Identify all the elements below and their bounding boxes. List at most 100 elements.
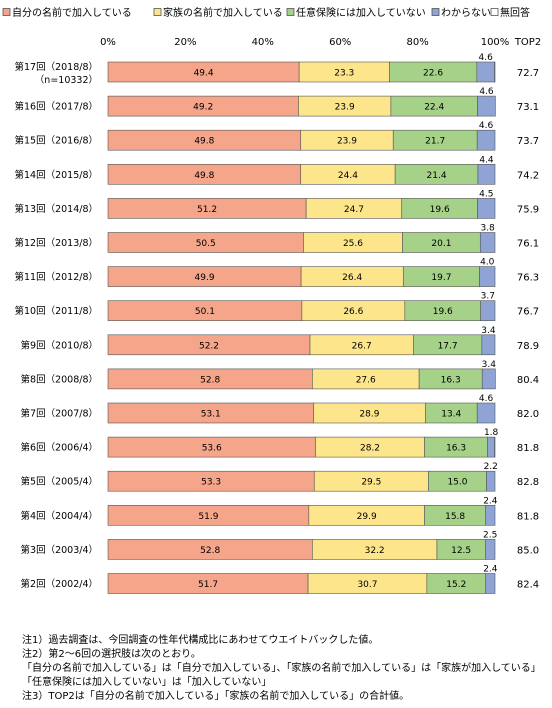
data-label: 25.6 <box>343 239 363 249</box>
x-tick-label-2: 40% <box>252 37 274 48</box>
top2-value: 72.7 <box>517 68 539 79</box>
data-label: 21.7 <box>425 137 445 147</box>
bar-segment <box>485 539 496 560</box>
top2-value: 82.0 <box>517 409 539 420</box>
data-label: 30.7 <box>357 580 377 590</box>
bar-segment <box>481 334 496 356</box>
top2-value: 73.1 <box>517 102 539 113</box>
category-label: 第8回（2008/8） <box>21 373 98 385</box>
data-label: 24.4 <box>338 171 358 181</box>
x-axis: 0% 20% 40% 60% 80% 100% TOP2 <box>100 37 541 48</box>
top2-value: 75.9 <box>517 204 539 215</box>
data-label: 2.2 <box>484 462 498 472</box>
data-label: 17.7 <box>438 341 458 351</box>
data-label: 26.4 <box>342 273 362 283</box>
data-label: 51.2 <box>197 205 217 215</box>
category-label: 第10回（2011/8） <box>14 305 98 317</box>
bar-segment <box>477 198 496 219</box>
data-label: 52.8 <box>200 375 220 385</box>
bars: 49.4 23.3 22.6 4.6 49.2 23.9 22.4 4.6 49.8 23.9 21… <box>107 53 499 594</box>
top2-value: 73.7 <box>517 136 539 147</box>
legend-swatch-1 <box>153 8 162 16</box>
data-label: 26.6 <box>343 307 363 317</box>
bar-segment <box>485 573 496 594</box>
data-label: 3.7 <box>481 292 495 302</box>
data-label: 2.4 <box>483 565 498 575</box>
top2-value: 85.0 <box>517 545 539 556</box>
top2-column: 72.7 73.1 73.7 74.2 75.9 76.1 76.3 76.7 78.9 80.4… <box>517 68 539 591</box>
data-label: 15.8 <box>445 512 465 522</box>
category-label: 第5回（2005/4） <box>21 476 98 488</box>
data-label: 22.4 <box>424 103 444 113</box>
data-label: 49.8 <box>194 137 214 147</box>
bar-segment <box>479 232 496 253</box>
data-label: 21.4 <box>427 171 447 181</box>
data-label: 3.8 <box>480 224 495 234</box>
bar-segment <box>476 402 496 424</box>
bar-segment <box>476 129 496 151</box>
category-label: 第2回（2002/4） <box>21 578 98 590</box>
data-label: 4.6 <box>479 394 494 404</box>
data-label: 53.1 <box>201 410 221 420</box>
legend-label-1: 家族の名前で加入している <box>163 6 283 19</box>
category-label: 第14回（2015/8） <box>14 169 98 181</box>
data-label: 53.3 <box>201 478 221 488</box>
note-4: 「任意保険には加入していない」は「加入していない」 <box>22 677 272 688</box>
bar-segment <box>477 95 496 117</box>
top2-value: 81.8 <box>517 443 539 454</box>
x-tick-label-0: 0% <box>100 37 116 48</box>
data-label: 3.4 <box>481 326 496 336</box>
category-label: 第3回（2003/4） <box>21 544 98 556</box>
top2-value: 74.2 <box>517 170 539 181</box>
note-5: 注3）TOP2は「自分の名前で加入している」「家族の名前で加入している」の合計値… <box>22 691 410 702</box>
top2-value: 78.9 <box>517 341 539 352</box>
stacked-bar-chart: 自分の名前で加入している 家族の名前で加入している 任意保険には加入していない わから… <box>2 6 541 594</box>
data-label: 53.6 <box>202 444 222 454</box>
data-label: 2.4 <box>483 496 498 506</box>
top2-value: 82.4 <box>517 580 539 591</box>
category-label: 第11回（2012/8） <box>14 271 98 283</box>
data-label: 12.5 <box>451 546 471 556</box>
category-label: 第4回（2004/4） <box>21 510 98 522</box>
legend-label-0: 自分の名前で加入している <box>12 6 132 19</box>
data-label: 49.4 <box>194 69 214 79</box>
x-tick-label-1: 20% <box>174 37 196 48</box>
data-label: 23.3 <box>334 69 354 79</box>
bar-segment <box>486 470 496 492</box>
data-label: 51.7 <box>198 580 218 590</box>
data-label: 28.9 <box>359 410 379 420</box>
data-label: 20.1 <box>431 239 451 249</box>
data-label: 4.6 <box>479 121 494 131</box>
legend-label-4: 無回答 <box>500 6 530 19</box>
note-1: 注1）過去調査は、今回調査の性年代構成比にあわせてウエイトバックした値。 <box>22 635 379 646</box>
legend: 自分の名前で加入している 家族の名前で加入している 任意保険には加入していない わから… <box>2 6 530 19</box>
category-labels: 第17回（2018/8）（n=10332） 第16回（2017/8） 第15回（20… <box>14 61 98 590</box>
legend-swatch-2 <box>286 8 295 16</box>
data-label: 28.2 <box>360 444 380 454</box>
data-label: 24.7 <box>344 205 364 215</box>
data-label: 13.4 <box>441 410 461 420</box>
category-sublabel: （n=10332） <box>35 74 98 86</box>
data-label: 52.8 <box>200 546 220 556</box>
note-3: 「自分の名前で加入している」は「自分で加入している」、「家族の名前で加入している… <box>22 663 541 674</box>
x-tick-label-4: 80% <box>406 37 428 48</box>
data-label: 29.9 <box>357 512 377 522</box>
category-label: 第9回（2010/8） <box>21 339 98 351</box>
data-label: 22.6 <box>423 69 443 79</box>
data-label: 52.2 <box>199 341 219 351</box>
data-label: 19.7 <box>431 273 451 283</box>
data-label: 16.3 <box>446 444 466 454</box>
data-label: 27.6 <box>356 375 376 385</box>
category-label: 第7回（2007/8） <box>21 408 98 420</box>
x-tick-label-5: 100% <box>481 37 510 48</box>
top2-value: 76.3 <box>517 273 539 284</box>
data-label: 29.5 <box>361 478 381 488</box>
x-tick-label-3: 60% <box>329 37 351 48</box>
data-label: 19.6 <box>433 307 453 317</box>
category-label: 第13回（2014/8） <box>14 203 98 215</box>
bar-segment <box>487 436 495 458</box>
footnotes: 注1）過去調査は、今回調査の性年代構成比にあわせてウエイトバックした値。 注2）… <box>22 634 550 704</box>
legend-swatch-3 <box>431 8 440 16</box>
top2-value: 82.8 <box>517 477 539 488</box>
data-label: 4.6 <box>479 53 494 63</box>
